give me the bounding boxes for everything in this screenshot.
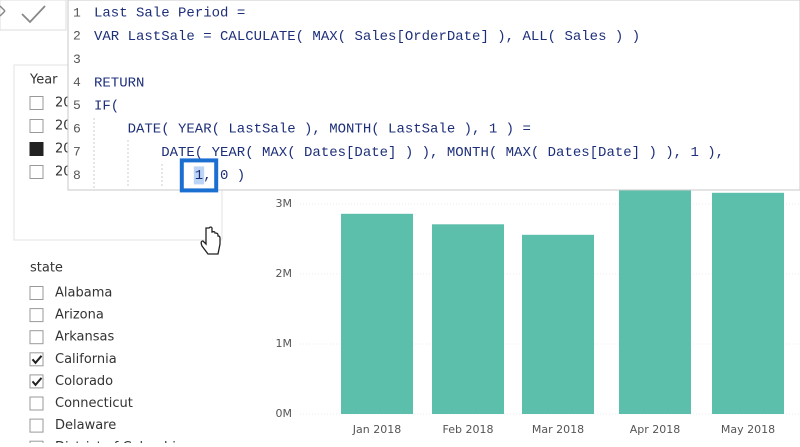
line-number: 7 [73,145,81,160]
bar [522,235,594,414]
checkbox[interactable] [30,375,43,388]
line-number: 8 [73,168,81,183]
code-line: DATE( YEAR( MAX( Dates[Date] ) ), MONTH(… [161,145,724,161]
slicer-item[interactable]: Alabama [55,286,112,301]
chart: 0M 1M 2M 3M Jan 2018 Feb 2018 Mar 2018 Apr 2018… [276,187,800,437]
line-number: 2 [73,29,81,44]
x-tick-label: Feb 2018 [443,423,494,436]
code-line: Last Sale Period = [94,6,245,22]
y-tick-label: 2M [276,267,293,280]
formula-bar: 1 Last Sale Period = 2 VAR LastSale = CALCU… [0,0,800,190]
line-number: 6 [73,121,81,136]
x-tick-label: Mar 2018 [532,423,584,436]
checkbox[interactable] [30,166,43,179]
slicer-item[interactable]: Arkansas [55,330,114,345]
slicer-title: Year [29,73,58,88]
checkbox[interactable] [30,120,43,133]
checkbox[interactable] [30,143,43,156]
checkbox[interactable] [30,353,43,366]
code-line: VAR LastSale = CALCULATE( MAX( Sales[Ord… [94,29,640,45]
y-tick-label: 3M [276,197,293,210]
code-line: RETURN [94,75,144,91]
bar [432,224,504,414]
bar [341,214,413,414]
bar [712,193,784,414]
code-line: DATE( YEAR( LastSale ), MONTH( LastSale … [128,122,531,138]
y-tick-label: 1M [276,337,293,350]
x-tick-label: Jan 2018 [352,423,401,436]
slicer-item[interactable]: Arizona [55,308,104,323]
slicer-item[interactable]: Connecticut [55,396,133,411]
line-number: 3 [73,52,81,67]
slicer-item[interactable]: Delaware [55,418,116,433]
y-tick-label: 0M [276,407,293,420]
code-line: 1, 0 ) [195,168,245,184]
checkbox[interactable] [30,397,43,410]
checkbox[interactable] [30,419,43,432]
checkbox[interactable] [30,331,43,344]
code-line: IF( [94,99,119,115]
slicer-item[interactable]: California [55,352,117,367]
checkbox[interactable] [30,287,43,300]
checkbox[interactable] [30,97,43,110]
slicer-item[interactable]: Colorado [55,374,113,389]
slicer-title: state [30,261,63,276]
checkbox[interactable] [30,309,43,322]
bar [619,187,691,415]
line-number: 5 [73,98,81,113]
line-number: 4 [73,75,81,90]
line-number: 1 [73,5,81,20]
commit-area [0,0,66,30]
x-tick-label: May 2018 [721,423,775,436]
x-tick-label: Apr 2018 [630,423,681,436]
